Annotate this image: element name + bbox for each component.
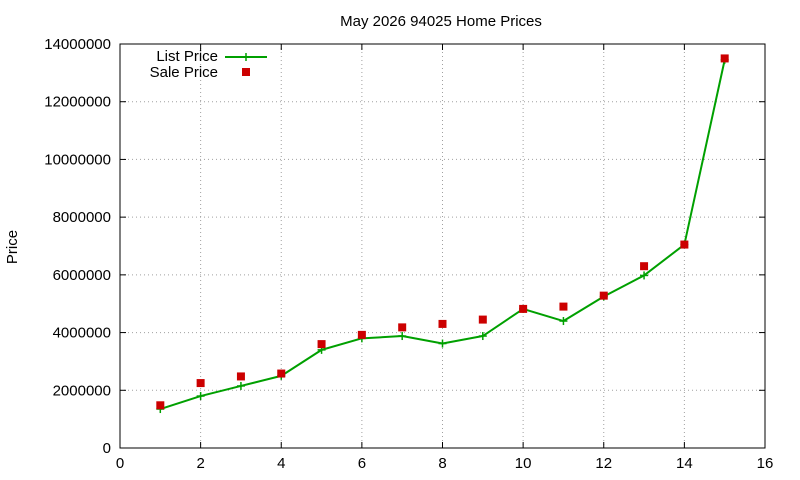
x-tick-label: 0	[116, 455, 124, 472]
x-tick-label: 8	[438, 455, 446, 472]
x-tick-label: 14	[676, 455, 693, 472]
y-tick-label: 10000000	[44, 151, 111, 168]
x-tick-label: 4	[277, 455, 285, 472]
sale-price-point	[156, 401, 165, 410]
list-price-point	[398, 332, 407, 341]
grid-layer	[120, 44, 765, 448]
y-tick-label: 8000000	[53, 209, 111, 226]
x-tick-label: 12	[595, 455, 612, 472]
sale-price-point	[317, 340, 326, 349]
x-tick-label: 10	[515, 455, 532, 472]
sale-price-point	[438, 319, 447, 328]
list-price-point	[196, 392, 205, 401]
x-tick-label: 6	[358, 455, 366, 472]
sale-price-point	[640, 262, 649, 271]
y-tick-label: 6000000	[53, 267, 111, 284]
y-tick-label: 4000000	[53, 325, 111, 342]
list-price-point	[478, 332, 487, 341]
sale-price-point	[519, 304, 528, 313]
sale-price-point	[277, 369, 286, 378]
sale-price-point	[236, 372, 245, 381]
sale-price-point	[357, 330, 366, 339]
y-axis-label: Price	[4, 230, 21, 264]
list-price-point	[559, 317, 568, 326]
chart-title: May 2026 94025 Home Prices	[340, 13, 542, 30]
sale-price-point	[599, 291, 608, 300]
y-tick-label: 2000000	[53, 382, 111, 399]
sale-price-point	[196, 379, 205, 388]
y-tick-label: 12000000	[44, 94, 111, 111]
sale-price-point	[559, 302, 568, 311]
sale-price-point	[478, 315, 487, 324]
x-tick-label: 2	[196, 455, 204, 472]
y-tick-label: 14000000	[44, 36, 111, 53]
legend-list-price-label: List Price	[156, 48, 218, 65]
legend-sale-price-label: Sale Price	[150, 64, 218, 81]
list-price-point	[640, 271, 649, 280]
axis-layer: 0 2 4 6 8 10 12 14 16 0 2000000 4000000 6000000 80000…	[44, 36, 773, 472]
series-layer	[156, 54, 729, 414]
legend-sale-price-marker	[242, 68, 250, 76]
y-tick-label: 0	[103, 440, 111, 457]
list-price-point	[438, 339, 447, 348]
x-tick-label: 16	[757, 455, 774, 472]
sale-price-point	[720, 54, 729, 63]
sale-price-point	[680, 240, 689, 249]
sale-price-point	[398, 323, 407, 332]
list-price-point	[236, 381, 245, 390]
